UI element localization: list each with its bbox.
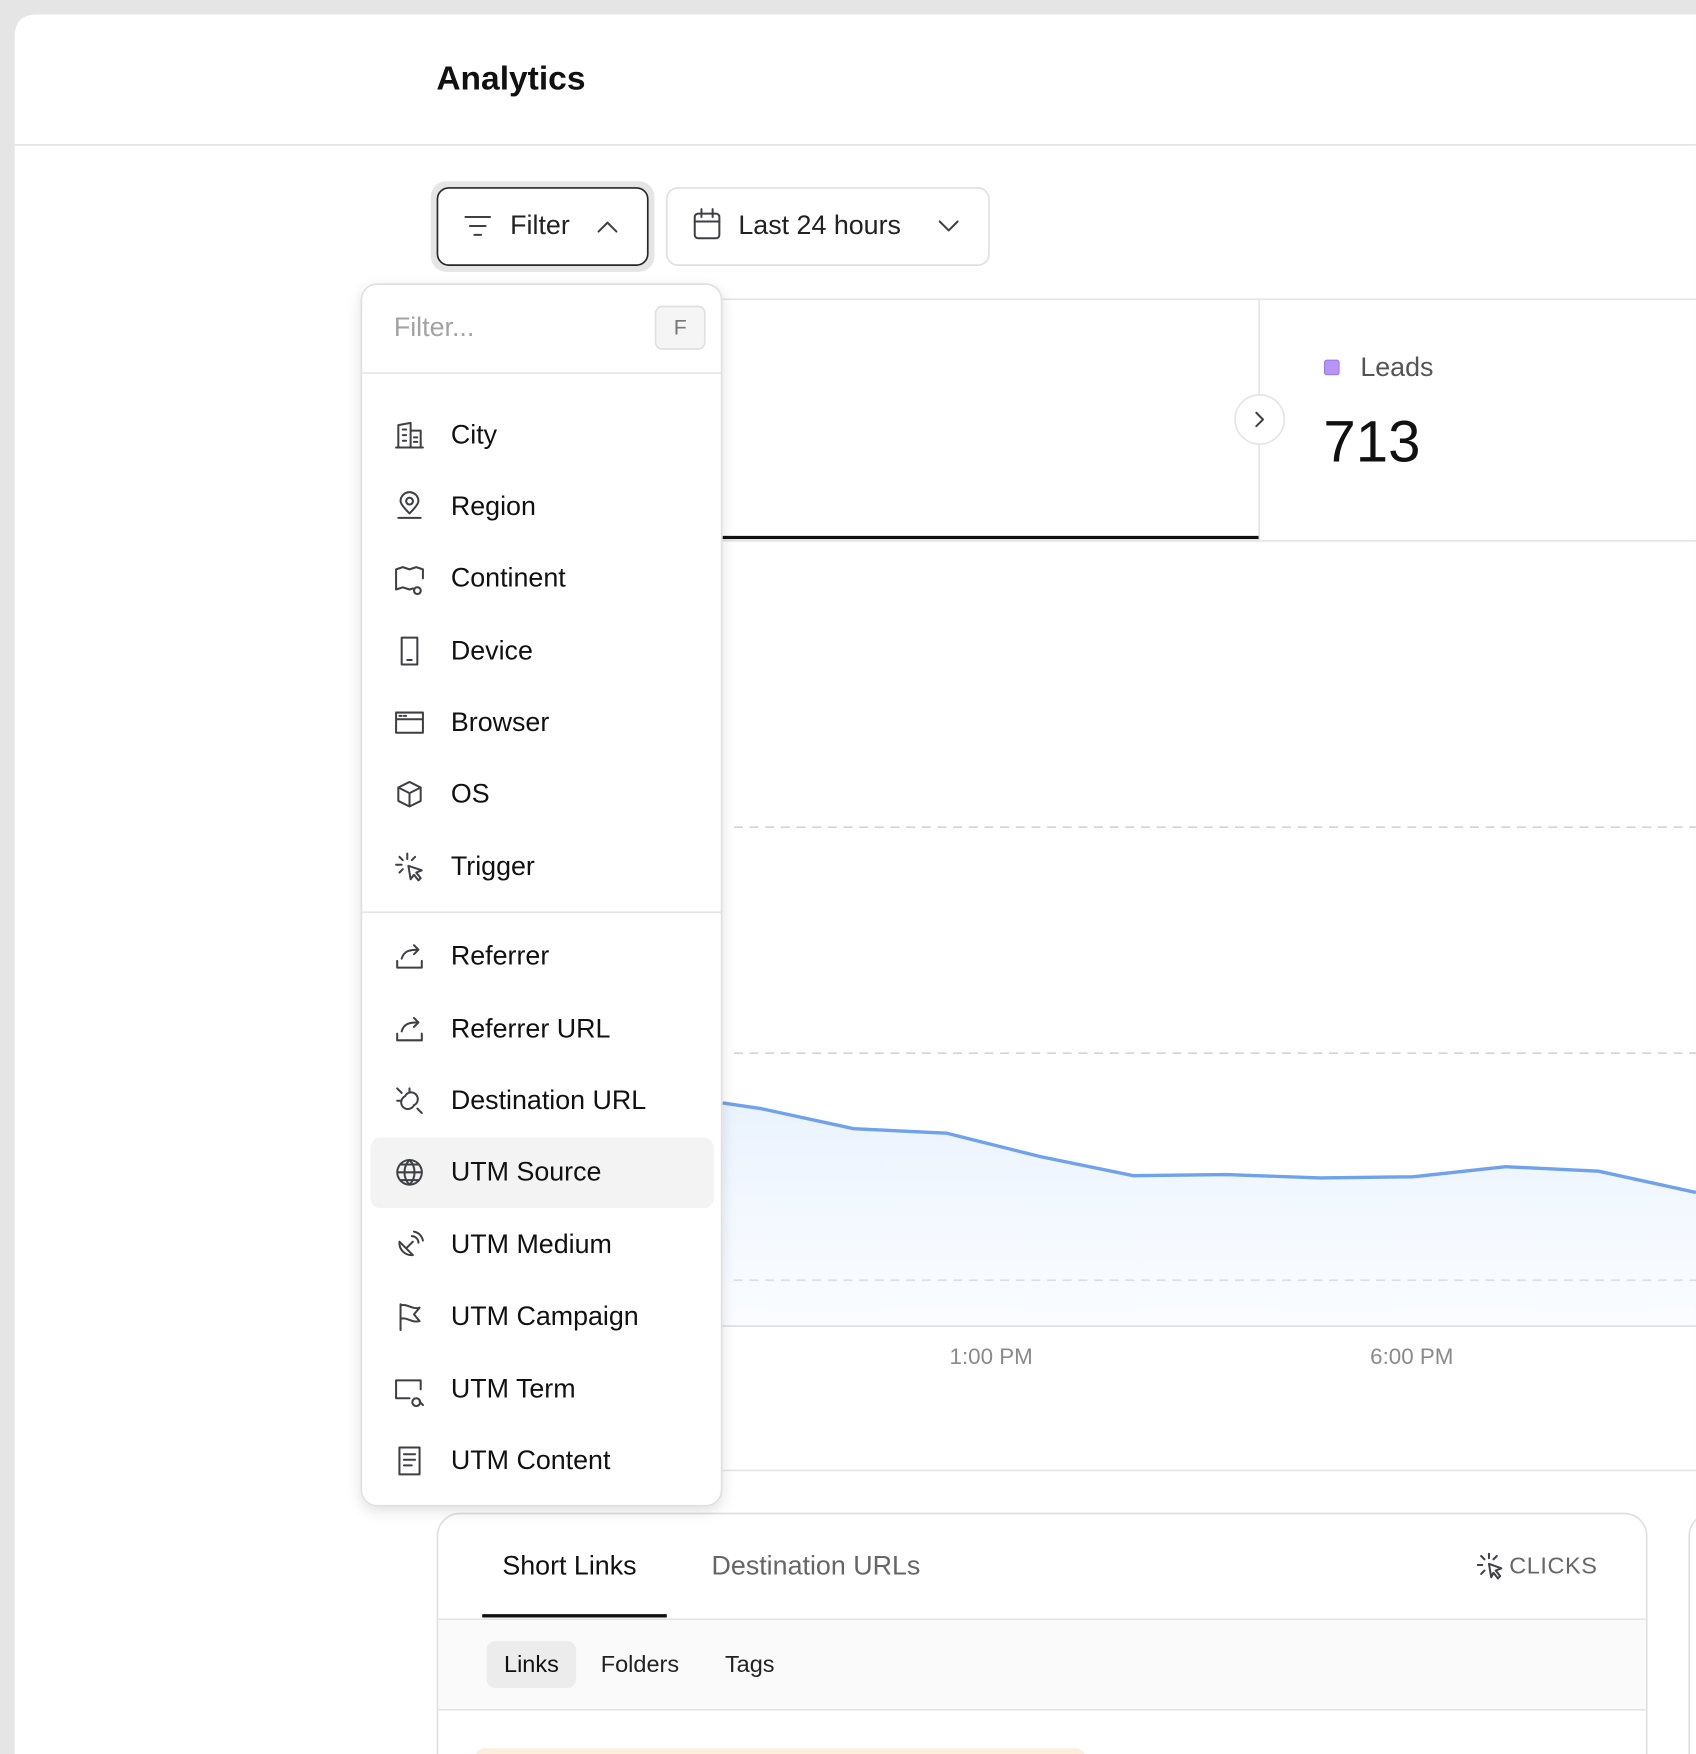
chart-line: [722, 1101, 1696, 1195]
menu-item-icon: [395, 566, 424, 595]
menu-item[interactable]: Continent: [451, 563, 566, 593]
menu-item-icon: [397, 780, 422, 808]
metric-label: Leads: [1360, 352, 1433, 382]
filter-icon: [464, 216, 492, 236]
menu-item-highlight: [370, 1137, 714, 1209]
menu-item-icon: [395, 711, 424, 734]
menu-item-icon: [400, 636, 419, 666]
panel-metric[interactable]: CLICKS: [1509, 1552, 1597, 1578]
side-card: [1688, 1518, 1696, 1754]
filter-label: Filter: [510, 210, 570, 240]
subtab-bar: [438, 1618, 1646, 1710]
menu-item-icon: [398, 1230, 424, 1257]
menu-item[interactable]: OS: [451, 778, 490, 808]
filter-input-placeholder[interactable]: Filter...: [394, 312, 474, 342]
menu-item[interactable]: UTM Campaign: [451, 1301, 639, 1331]
menu-item[interactable]: Trigger: [451, 851, 535, 881]
menu-item-icon: [396, 1016, 423, 1042]
menu-item-icon: [396, 1159, 423, 1186]
menu-item[interactable]: Browser: [451, 707, 549, 737]
menu-item[interactable]: UTM Term: [451, 1374, 576, 1404]
chevron-up: [597, 221, 618, 233]
tab[interactable]: Destination URLs: [712, 1550, 921, 1580]
subtab-active: [486, 1641, 577, 1689]
menu-item-icon: [398, 1446, 421, 1476]
shortcut-label: F: [674, 315, 687, 339]
menu-item[interactable]: Region: [451, 491, 536, 521]
x-axis-label: 6:00 PM: [1370, 1344, 1453, 1369]
menu-item[interactable]: Device: [451, 635, 533, 665]
chart-area: [722, 1102, 1696, 1326]
menu-item-icon: [399, 1303, 421, 1332]
menu-item[interactable]: UTM Content: [451, 1445, 611, 1475]
calendar-icon-detail: [693, 208, 721, 223]
filter-button[interactable]: [436, 187, 649, 266]
menu-item[interactable]: Destination URL: [451, 1085, 646, 1115]
menu-item-icon: [397, 491, 422, 519]
calendar-icon: [693, 212, 721, 240]
clicks-icon: [1476, 1552, 1503, 1580]
row-bar: [476, 1748, 1085, 1754]
app-surface: [14, 14, 1696, 1754]
menu-item-icon: [395, 421, 424, 449]
tab[interactable]: Short Links: [502, 1550, 636, 1580]
menu-item-icon: [395, 1379, 424, 1408]
menu-item-icon: [395, 852, 423, 882]
menu-item-icon: [396, 1087, 423, 1115]
subtab[interactable]: Folders: [601, 1651, 679, 1677]
menu-item[interactable]: UTM Source: [451, 1157, 602, 1187]
subtab[interactable]: Links: [504, 1651, 559, 1677]
date-range-button[interactable]: [665, 187, 990, 266]
subtab[interactable]: Tags: [725, 1651, 775, 1677]
metric-next-button[interactable]: [1234, 394, 1286, 445]
chevron-right: [1255, 411, 1265, 428]
menu-item-icon: [396, 944, 423, 969]
date-range-label: Last 24 hours: [738, 210, 901, 240]
metric-value: 713: [1323, 410, 1420, 475]
x-axis-label: 1:00 PM: [950, 1344, 1033, 1369]
menu-item[interactable]: Referrer: [451, 941, 549, 971]
filter-dropdown: Filter... F City Region Continent Device Bro…: [360, 283, 723, 1507]
chevron-down: [938, 220, 959, 232]
menu-item[interactable]: UTM Medium: [451, 1229, 612, 1259]
menu-item[interactable]: City: [451, 419, 498, 449]
leads-swatch: [1323, 359, 1340, 376]
menu-item[interactable]: Referrer URL: [451, 1013, 611, 1043]
shortcut-key: [654, 305, 706, 350]
page-title: Analytics: [436, 60, 585, 97]
